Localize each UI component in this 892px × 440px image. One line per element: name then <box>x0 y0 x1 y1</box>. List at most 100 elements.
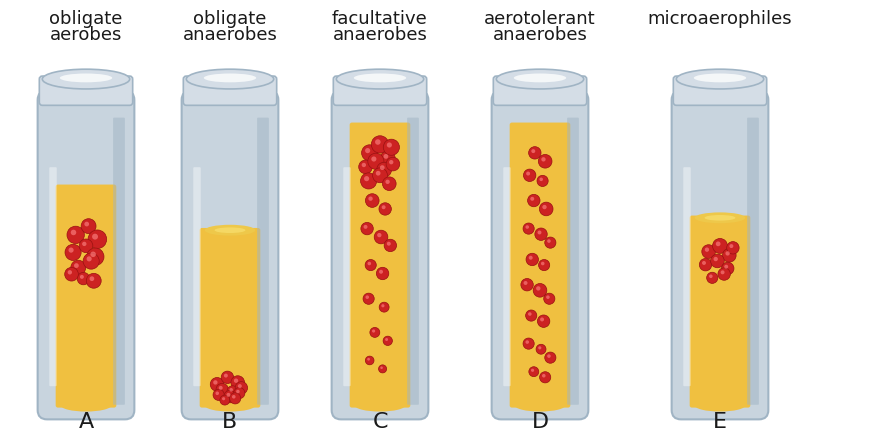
Circle shape <box>219 386 223 390</box>
FancyBboxPatch shape <box>407 117 419 405</box>
Circle shape <box>380 165 384 170</box>
Circle shape <box>524 281 527 285</box>
FancyBboxPatch shape <box>332 91 428 419</box>
Ellipse shape <box>705 215 735 220</box>
FancyBboxPatch shape <box>334 76 426 105</box>
Circle shape <box>530 197 534 201</box>
Circle shape <box>368 153 384 169</box>
Circle shape <box>65 244 81 260</box>
Circle shape <box>88 230 107 249</box>
Circle shape <box>525 340 529 344</box>
FancyBboxPatch shape <box>567 117 579 405</box>
Circle shape <box>227 393 230 397</box>
Circle shape <box>381 304 384 308</box>
Ellipse shape <box>354 73 406 82</box>
Circle shape <box>384 139 400 155</box>
Circle shape <box>523 338 534 349</box>
FancyBboxPatch shape <box>55 184 116 407</box>
Circle shape <box>379 302 389 312</box>
Ellipse shape <box>355 399 405 411</box>
Circle shape <box>699 258 712 271</box>
Circle shape <box>87 256 92 261</box>
Ellipse shape <box>676 69 764 89</box>
Text: aerobes: aerobes <box>50 26 122 44</box>
Circle shape <box>224 374 227 378</box>
Circle shape <box>67 226 85 244</box>
Circle shape <box>385 338 388 341</box>
Circle shape <box>721 270 724 274</box>
Circle shape <box>538 231 541 235</box>
Ellipse shape <box>695 213 746 223</box>
Circle shape <box>387 143 392 147</box>
Circle shape <box>364 225 368 229</box>
Circle shape <box>229 393 241 404</box>
FancyBboxPatch shape <box>683 167 690 386</box>
FancyBboxPatch shape <box>184 76 277 105</box>
Circle shape <box>213 389 224 400</box>
FancyBboxPatch shape <box>113 117 125 405</box>
Circle shape <box>723 249 736 262</box>
Circle shape <box>69 248 74 253</box>
Circle shape <box>380 151 395 166</box>
Circle shape <box>68 270 72 275</box>
Circle shape <box>366 295 369 299</box>
Circle shape <box>371 136 389 153</box>
Circle shape <box>368 358 370 361</box>
Text: anaerobes: anaerobes <box>333 26 427 44</box>
Circle shape <box>526 172 530 176</box>
Circle shape <box>221 371 234 384</box>
Circle shape <box>370 327 380 337</box>
Circle shape <box>538 346 541 349</box>
Circle shape <box>545 237 556 248</box>
Circle shape <box>216 383 228 396</box>
Circle shape <box>384 154 388 159</box>
Text: anaerobes: anaerobes <box>492 26 588 44</box>
Circle shape <box>383 336 392 345</box>
Text: obligate: obligate <box>194 10 267 28</box>
Circle shape <box>533 283 547 297</box>
Circle shape <box>540 372 550 383</box>
Circle shape <box>535 228 547 240</box>
Text: facultative: facultative <box>332 10 428 28</box>
Circle shape <box>211 378 224 391</box>
Circle shape <box>525 225 529 229</box>
Circle shape <box>542 205 547 209</box>
Circle shape <box>232 395 235 399</box>
Circle shape <box>722 262 734 275</box>
FancyBboxPatch shape <box>491 91 589 419</box>
Circle shape <box>365 148 370 153</box>
Circle shape <box>379 203 392 215</box>
Ellipse shape <box>336 69 424 89</box>
Ellipse shape <box>215 227 245 233</box>
Ellipse shape <box>42 69 129 89</box>
Text: anaerobes: anaerobes <box>183 26 277 44</box>
Circle shape <box>87 248 104 265</box>
Circle shape <box>529 367 539 377</box>
Circle shape <box>386 157 400 171</box>
FancyBboxPatch shape <box>182 91 278 419</box>
Circle shape <box>389 160 393 165</box>
Circle shape <box>724 265 728 269</box>
Circle shape <box>387 242 391 246</box>
Circle shape <box>90 252 96 257</box>
Circle shape <box>235 381 248 394</box>
Circle shape <box>74 263 78 268</box>
Circle shape <box>227 386 238 397</box>
Circle shape <box>213 380 218 385</box>
Circle shape <box>536 344 546 354</box>
Circle shape <box>523 223 534 234</box>
Circle shape <box>541 262 544 265</box>
Circle shape <box>81 219 96 234</box>
Circle shape <box>365 260 376 271</box>
Circle shape <box>70 260 86 275</box>
Circle shape <box>361 145 377 161</box>
Circle shape <box>702 261 706 265</box>
FancyBboxPatch shape <box>672 91 768 419</box>
Text: microaerophiles: microaerophiles <box>648 10 792 28</box>
Circle shape <box>539 154 552 168</box>
FancyBboxPatch shape <box>343 167 351 386</box>
Circle shape <box>224 390 236 403</box>
Circle shape <box>216 392 219 395</box>
Circle shape <box>541 157 546 161</box>
FancyBboxPatch shape <box>690 216 750 407</box>
